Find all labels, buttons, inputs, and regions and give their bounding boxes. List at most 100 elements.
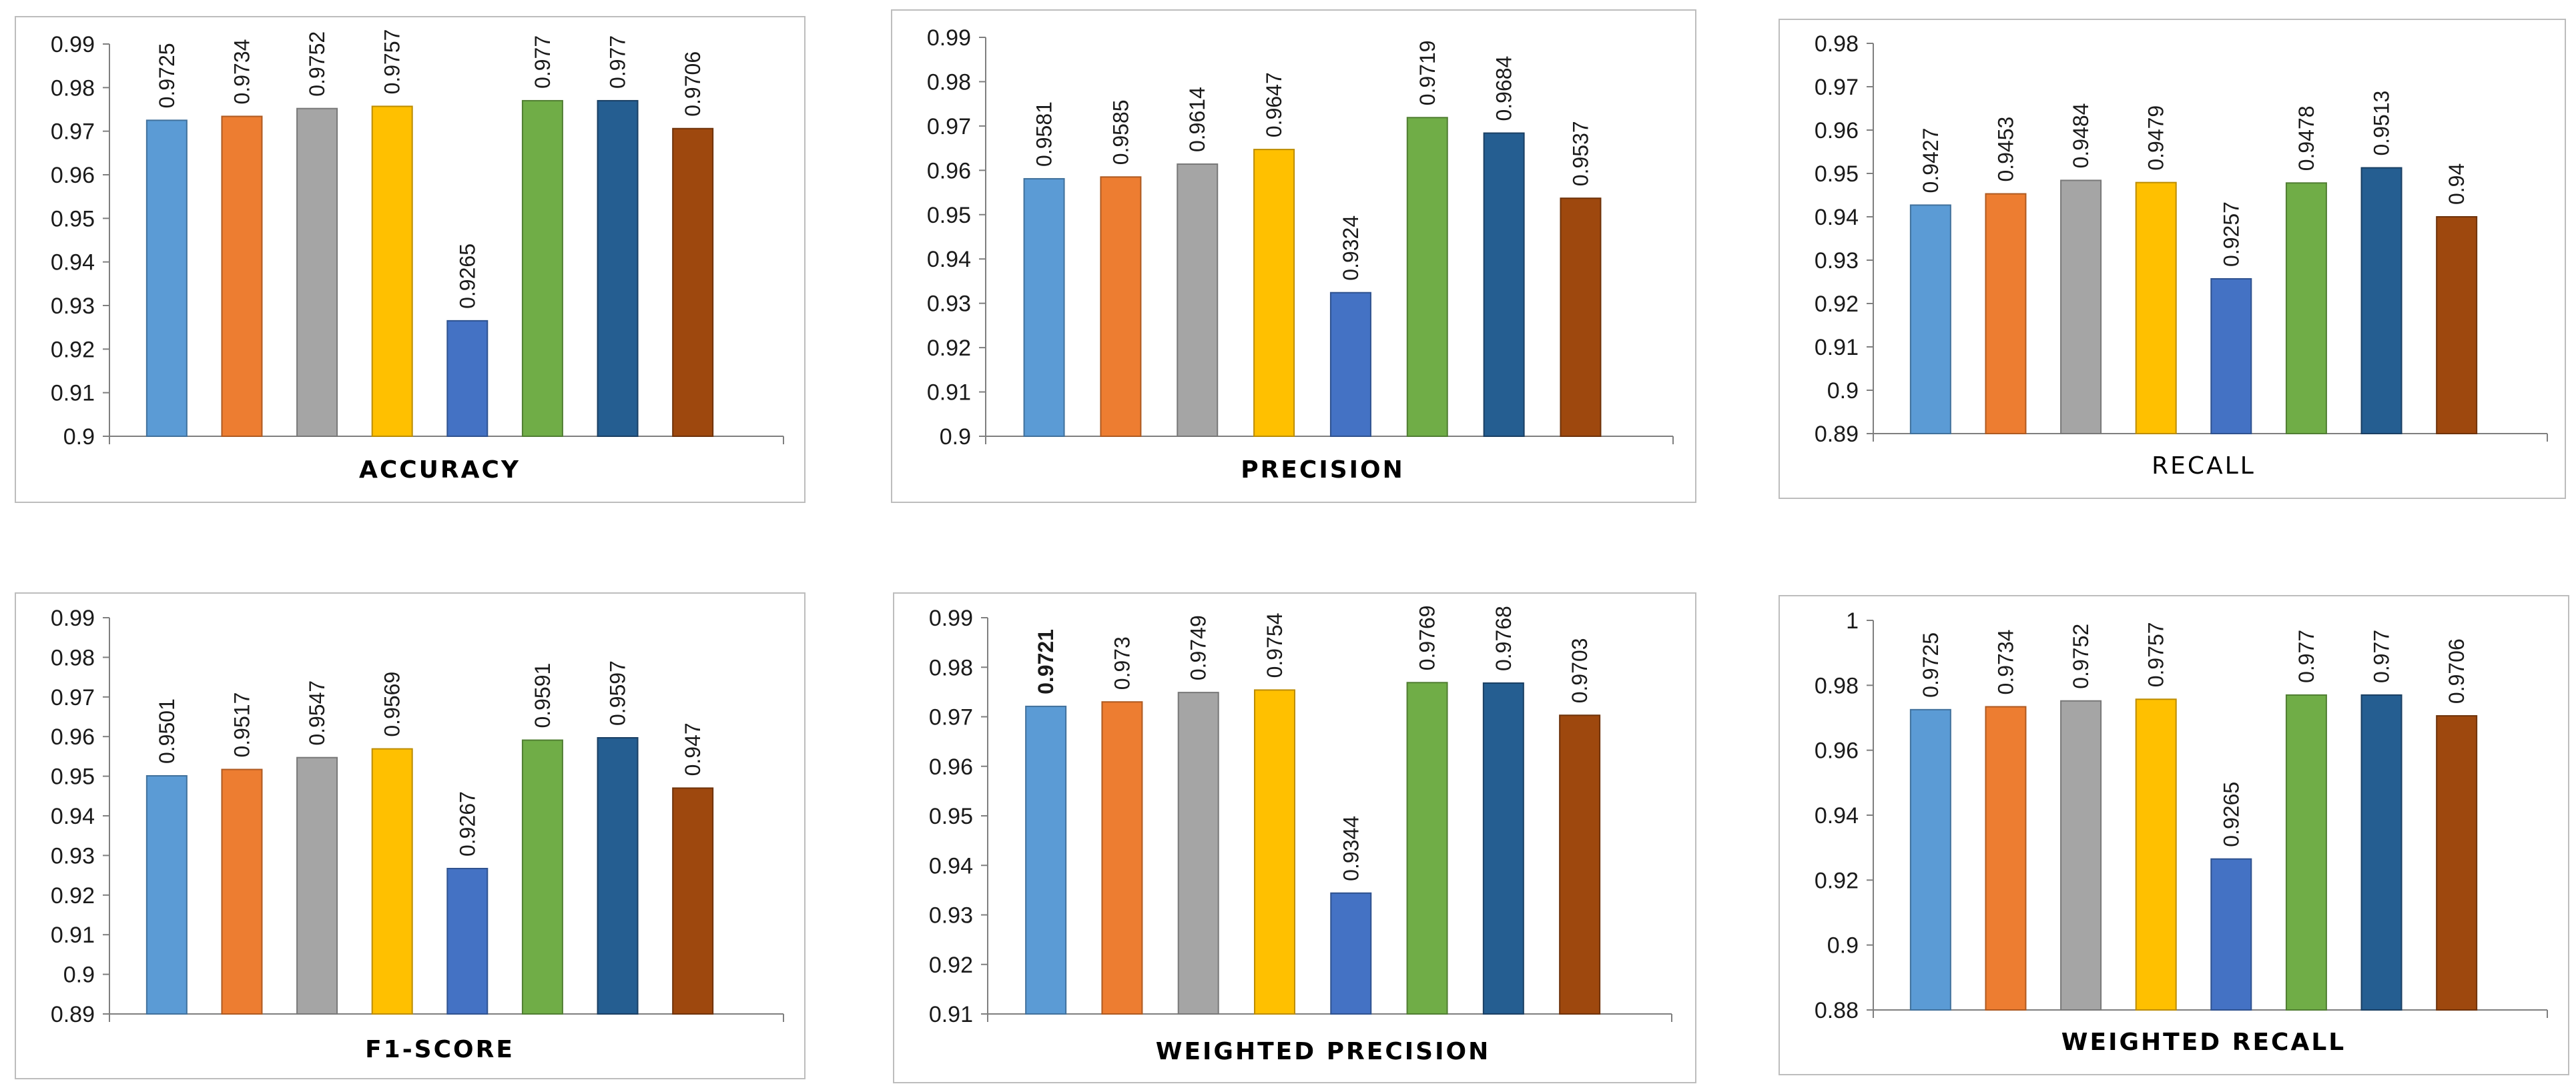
y-tick-label: 0.92 — [51, 883, 95, 909]
data-label: 0.9453 — [1993, 117, 2017, 182]
data-label: 0.977 — [2370, 630, 2394, 683]
y-tick-label: 0.92 — [1815, 292, 1859, 317]
y-tick-label: 0.91 — [1815, 335, 1859, 360]
chart-weighted-recall: 0.88 0.9 0.92 0.94 0.96 0.98 1 0.9725 0.9734 0.97… — [1779, 595, 2569, 1075]
y-tick-label: 0.98 — [1815, 31, 1859, 57]
bar-3 — [296, 107, 338, 437]
data-label: 0.9257 — [2219, 201, 2243, 267]
chart-recall: 0.89 0.9 0.91 0.92 0.93 0.94 0.95 0.96 0.97 0.98 0… — [1779, 19, 2566, 499]
y-tick-label: 0.98 — [51, 75, 95, 101]
y-tick-label: 0.92 — [929, 953, 973, 978]
y-tick-label: 0.94 — [927, 247, 971, 272]
data-label: 0.9769 — [1415, 605, 1439, 670]
y-tick-label: 0.98 — [51, 645, 95, 670]
bar-6 — [2285, 694, 2327, 1011]
bar-2 — [221, 115, 263, 437]
y-tick-label: 0.95 — [927, 203, 971, 228]
bar-3 — [2060, 700, 2102, 1011]
data-label: 0.9752 — [305, 31, 329, 97]
data-label: 0.9344 — [1339, 816, 1363, 881]
bar-4 — [1253, 149, 1295, 438]
bar-5 — [2210, 858, 2252, 1011]
y-tick-label: 0.98 — [927, 69, 971, 95]
bar-7 — [597, 736, 639, 1015]
bar-1 — [145, 119, 188, 437]
bar-8 — [672, 127, 714, 437]
y-tick-label: 0.93 — [927, 292, 971, 317]
bar-6 — [521, 739, 563, 1015]
y-tick-label: 0.95 — [51, 206, 95, 231]
bar-7 — [1482, 682, 1524, 1015]
chart-svg: 0.89 0.9 0.91 0.92 0.93 0.94 0.95 0.96 0.97 0.98 0… — [1815, 31, 2548, 480]
data-label: 0.9757 — [380, 29, 404, 95]
y-tick-label: 1 — [1846, 608, 1859, 634]
bar-2 — [1101, 701, 1143, 1015]
bar-3 — [1177, 163, 1219, 438]
data-label: 0.9581 — [1032, 101, 1056, 167]
data-label: 0.9591 — [531, 663, 555, 728]
y-tick-label: 0.96 — [927, 158, 971, 183]
chart-title: RECALL — [2152, 452, 2256, 480]
y-tick-label: 0.92 — [51, 337, 95, 362]
data-label: 0.9684 — [1492, 56, 1516, 121]
bar-4 — [1253, 689, 1295, 1015]
y-tick-label: 0.93 — [929, 903, 973, 929]
y-tick-label: 0.95 — [929, 804, 973, 829]
bar-4 — [371, 105, 413, 437]
bar-2 — [1985, 193, 2027, 434]
data-label: 0.9478 — [2294, 105, 2318, 171]
bar-5 — [1329, 292, 1371, 437]
data-label: 0.947 — [681, 722, 705, 776]
bar-1 — [1023, 177, 1065, 438]
chart-weighted-precision: 0.91 0.92 0.93 0.94 0.95 0.96 0.97 0.98 0.99 0.97… — [893, 592, 1696, 1083]
y-tick-label: 0.91 — [929, 1002, 973, 1027]
bar-8 — [2436, 216, 2478, 434]
bar-1 — [1025, 705, 1067, 1015]
data-label: 0.9517 — [230, 692, 254, 758]
y-tick-label: 0.9 — [1827, 378, 1859, 404]
y-tick-label: 0.89 — [51, 1002, 95, 1027]
chart-title: WEIGHTED RECALL — [2061, 1029, 2346, 1056]
bar-5 — [446, 868, 489, 1015]
y-tick-label: 0.95 — [51, 764, 95, 790]
data-label: 0.9513 — [2370, 91, 2394, 156]
bar-8 — [2436, 715, 2478, 1011]
chart-title: F1-SCORE — [365, 1036, 515, 1063]
data-label: 0.9703 — [1568, 638, 1592, 703]
data-label: 0.977 — [2294, 630, 2318, 683]
y-tick-label: 0.9 — [63, 963, 95, 988]
chart-svg: 0.9 0.91 0.92 0.93 0.94 0.95 0.96 0.97 0.98 0.99 0… — [51, 29, 784, 484]
data-label: 0.9501 — [155, 698, 179, 764]
data-label: 0.9734 — [1993, 630, 2017, 695]
data-label: 0.9484 — [2069, 103, 2093, 169]
data-label: 0.9757 — [2144, 622, 2168, 687]
bar-6 — [521, 99, 563, 438]
y-tick-label: 0.99 — [51, 606, 95, 631]
data-label: 0.9721 — [1034, 629, 1058, 694]
data-label: 0.973 — [1110, 636, 1134, 690]
y-tick-label: 0.94 — [51, 250, 95, 276]
y-tick-label: 0.9 — [63, 424, 95, 450]
bar-1 — [1909, 708, 1951, 1011]
bar-2 — [1100, 176, 1142, 438]
bar-5 — [2210, 278, 2252, 435]
data-label: 0.9768 — [1492, 606, 1516, 671]
y-tick-label: 0.91 — [51, 381, 95, 406]
bar-3 — [2060, 179, 2102, 434]
y-tick-label: 0.92 — [927, 336, 971, 361]
bar-1 — [145, 775, 188, 1015]
y-tick-label: 0.97 — [929, 705, 973, 730]
y-tick-label: 0.96 — [1815, 118, 1859, 143]
data-label: 0.94 — [2445, 163, 2469, 205]
y-tick-label: 0.99 — [929, 606, 973, 631]
data-label: 0.9725 — [1919, 632, 1943, 698]
data-label: 0.9324 — [1339, 215, 1363, 281]
y-tick-label: 0.99 — [927, 25, 971, 51]
bar-4 — [2135, 698, 2177, 1011]
y-tick-label: 0.97 — [1815, 75, 1859, 100]
chart-svg: 0.89 0.9 0.91 0.92 0.93 0.94 0.95 0.96 0.97 0.98 0… — [51, 606, 784, 1063]
data-label: 0.9725 — [155, 43, 179, 108]
y-tick-label: 0.89 — [1815, 422, 1859, 447]
data-label: 0.9265 — [2219, 782, 2243, 847]
y-tick-label: 0.88 — [1815, 998, 1859, 1023]
